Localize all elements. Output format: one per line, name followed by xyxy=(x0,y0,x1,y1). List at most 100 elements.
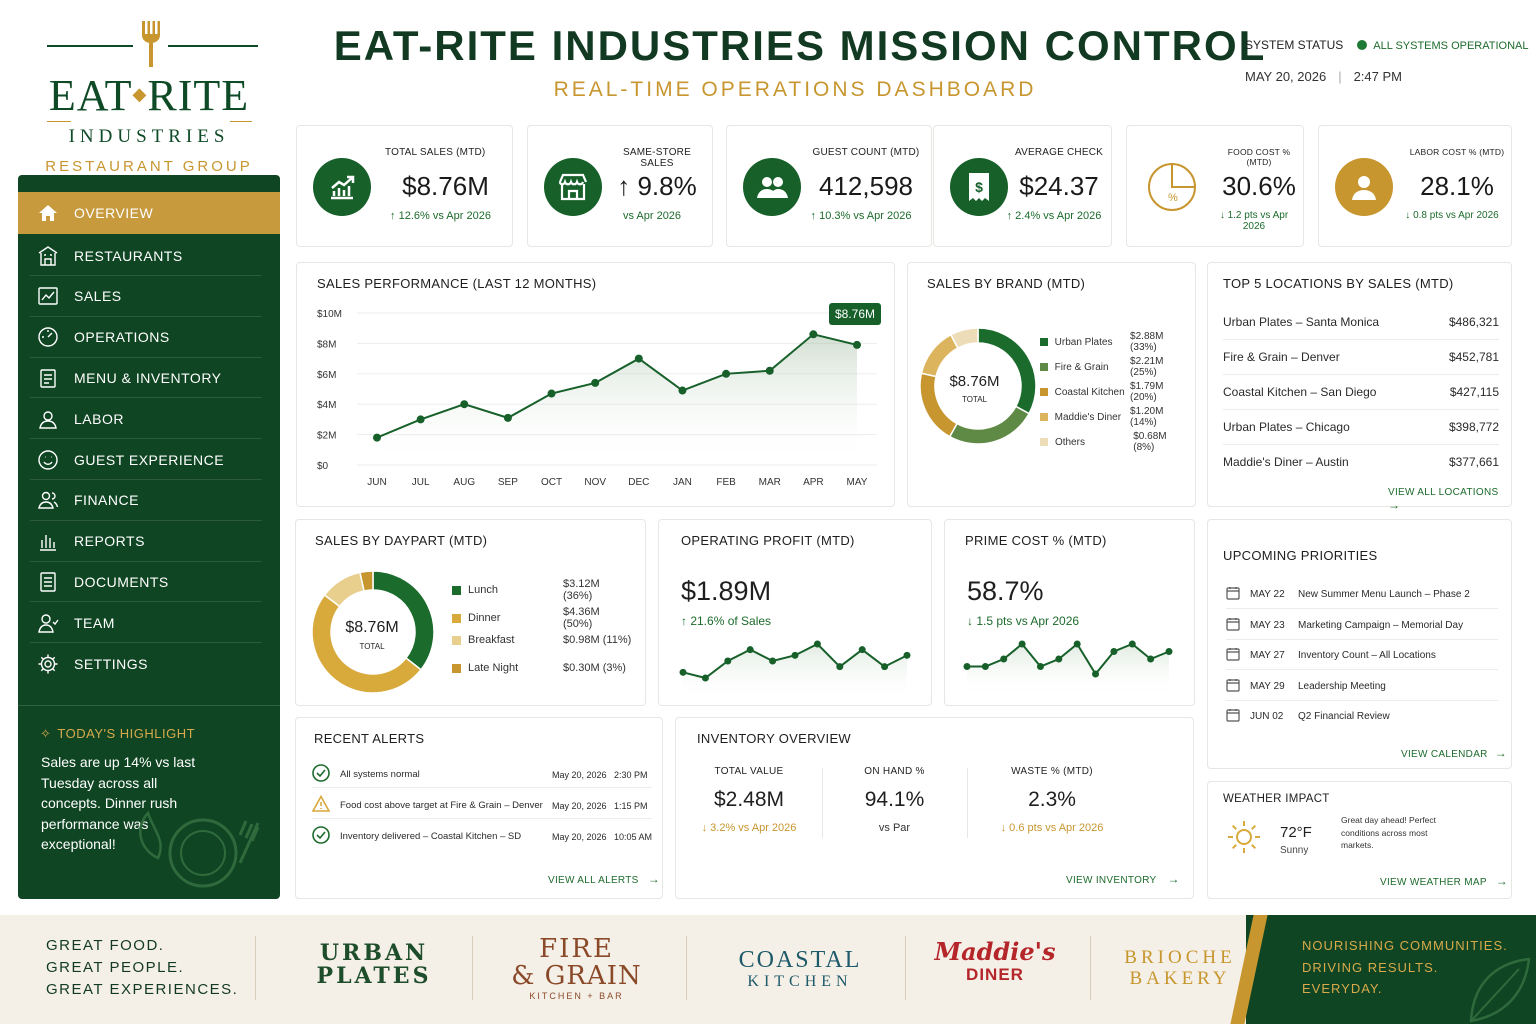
legend-value: $1.79M (20%) xyxy=(1130,381,1164,403)
brand-brioche-line1: BRIOCHE xyxy=(1124,947,1236,968)
sidebar-item-finance[interactable]: FINANCE xyxy=(18,480,280,521)
priority-date: MAY 22 xyxy=(1250,589,1285,600)
view-all-locations-link[interactable]: VIEW ALL LOCATIONS → xyxy=(1388,487,1511,512)
alerts-title: RECENT ALERTS xyxy=(314,731,425,746)
kpi-label: SAME-STORE SALES xyxy=(623,147,691,169)
y-tick-label: $8M xyxy=(317,339,336,350)
sidebar-item-sales[interactable]: SALES xyxy=(18,276,280,317)
view-calendar-link[interactable]: VIEW CALENDAR → xyxy=(1401,746,1507,760)
data-point xyxy=(722,369,731,378)
kpi-value: 412,598 xyxy=(819,171,913,201)
legend-item: Fire & Grain $2.21M (25%) xyxy=(1040,356,1190,378)
kpi-card: LABOR COST % (MTD) 28.1% ↓ 0.8 pts vs Ap… xyxy=(1318,125,1512,247)
alert-row[interactable]: Food cost above target at Fire & Grain –… xyxy=(311,794,652,816)
sparkline-point xyxy=(746,646,754,654)
sparkline-fill xyxy=(967,644,1169,698)
sales-performance-title: SALES PERFORMANCE (LAST 12 MONTHS) xyxy=(317,276,597,291)
receipt-icon: $ xyxy=(950,158,1008,216)
leaf-decor-icon xyxy=(1469,957,1531,1023)
brand-brioche-line2: BAKERY xyxy=(1129,968,1231,989)
kpi-sub: ↑ 2.4% vs Apr 2026 xyxy=(1006,210,1102,222)
check-icon xyxy=(312,826,330,847)
smile-icon xyxy=(37,449,59,471)
arrow-right-icon: → xyxy=(1167,872,1180,886)
brand-coastal-kitchen: COASTAL KITCHEN xyxy=(720,947,880,991)
sparkline-point xyxy=(1165,648,1173,655)
sidebar-item-restaurants[interactable]: RESTAURANTS xyxy=(18,235,280,276)
location-row[interactable]: Maddie's Diner – Austin $377,661 xyxy=(1223,455,1499,469)
alert-date: May 20, 2026 xyxy=(552,769,607,780)
bars-icon xyxy=(37,530,59,552)
sidebar-item-reports[interactable]: REPORTS xyxy=(18,521,280,562)
check-icon xyxy=(312,764,330,785)
kpi-label: GUEST COUNT (MTD) xyxy=(812,147,920,158)
kpi-card: % FOOD COST % (MTD) 30.6% ↓ 1.2 pts vs A… xyxy=(1126,125,1304,247)
footer-tagline: GREAT FOOD. GREAT PEOPLE. GREAT EXPERIEN… xyxy=(46,935,238,1001)
brand-donut-total: $8.76M xyxy=(949,373,1000,390)
priority-date: MAY 29 xyxy=(1250,680,1285,692)
sidebar-item-overview[interactable]: OVERVIEW xyxy=(18,192,280,234)
view-inventory-link[interactable]: VIEW INVENTORY → xyxy=(1066,872,1180,886)
sidebar-item-documents[interactable]: DOCUMENTS xyxy=(18,561,280,603)
calendar-icon xyxy=(1226,647,1240,664)
tagline-line: GREAT PEOPLE. xyxy=(46,959,185,976)
location-row[interactable]: Urban Plates – Santa Monica $486,321 xyxy=(1223,315,1499,329)
svg-text:$: $ xyxy=(975,179,983,195)
sparkline-point xyxy=(1018,640,1026,648)
clipboard-icon xyxy=(37,367,59,389)
view-all-alerts-link[interactable]: VIEW ALL ALERTS → xyxy=(548,872,660,886)
data-point xyxy=(591,378,600,387)
operating-profit-sparkline xyxy=(679,640,911,700)
inventory-metric: TOTAL VALUE $2.48M ↓ 3.2% vs Apr 2026 xyxy=(676,766,822,834)
legend-value: $3.12M (36%) xyxy=(562,578,600,602)
sidebar-item-team[interactable]: TEAM xyxy=(18,602,280,644)
legend-item: Maddie's Diner $1.20M (14%) xyxy=(1040,406,1190,428)
sparkline-point xyxy=(963,663,971,670)
guests-icon xyxy=(743,158,801,216)
sidebar-item-operations[interactable]: OPERATIONS xyxy=(18,317,280,358)
alert-row[interactable]: All systems normal May 20, 2026 2:30 PM xyxy=(312,764,652,785)
legend-value: $2.88M (33%) xyxy=(1130,331,1164,353)
legend-value: $1.20M (14%) xyxy=(1130,406,1164,428)
brand-donut-chart xyxy=(919,327,1037,445)
legend-swatch xyxy=(1040,413,1048,421)
brand-coastal-line1: COASTAL xyxy=(738,947,862,973)
calendar-icon xyxy=(1226,617,1240,634)
sparkline-point xyxy=(724,657,732,665)
kpi-sub: ↑ 12.6% vs Apr 2026 xyxy=(390,210,491,222)
prime-cost-card: PRIME COST % (MTD) 58.7% ↓ 1.5 pts vs Ap… xyxy=(944,519,1195,706)
top-locations-title: TOP 5 LOCATIONS BY SALES (MTD) xyxy=(1223,276,1454,291)
kpi-label: TOTAL SALES (MTD) xyxy=(385,147,486,158)
legend-swatch xyxy=(1040,388,1048,396)
priority-item[interactable]: JUN 02 Q2 Financial Review xyxy=(1226,708,1501,725)
sidebar-item-menu-inventory[interactable]: MENU & INVENTORY xyxy=(18,357,280,399)
x-tick-label: APR xyxy=(803,477,824,488)
location-row[interactable]: Fire & Grain – Denver $452,781 xyxy=(1223,350,1499,364)
priority-date: MAY 27 xyxy=(1250,650,1285,661)
sidebar-item-settings[interactable]: SETTINGS xyxy=(18,643,280,684)
priority-item[interactable]: MAY 23 Marketing Campaign – Memorial Day xyxy=(1226,617,1501,634)
sidebar-item-guest-experience[interactable]: GUEST EXPERIENCE xyxy=(18,439,280,480)
view-weather-map-label: VIEW WEATHER MAP xyxy=(1380,877,1487,888)
data-point xyxy=(678,386,687,395)
current-date: MAY 20, 2026 xyxy=(1245,69,1327,84)
donut-slice xyxy=(311,593,422,694)
sparkline-point xyxy=(903,651,911,659)
brand-maddie-line2: DINER xyxy=(966,965,1024,984)
priority-item[interactable]: MAY 27 Inventory Count – All Locations xyxy=(1226,647,1501,664)
view-weather-map-link[interactable]: VIEW WEATHER MAP → xyxy=(1380,874,1508,888)
data-point xyxy=(547,389,556,398)
alert-row[interactable]: Inventory delivered – Coastal Kitchen – … xyxy=(312,826,652,847)
priority-item[interactable]: MAY 22 New Summer Menu Launch – Phase 2 xyxy=(1226,586,1501,603)
priority-item[interactable]: MAY 29 Leadership Meeting xyxy=(1226,678,1501,695)
kpi-label: LABOR COST % (MTD) xyxy=(1409,147,1505,157)
sidebar-item-label: SETTINGS xyxy=(74,655,149,672)
dial-icon xyxy=(37,326,59,348)
data-point xyxy=(416,415,425,424)
kpi-sub: vs Apr 2026 xyxy=(622,210,682,222)
legend-item: Others $0.68M (8%) xyxy=(1040,431,1190,453)
location-row[interactable]: Coastal Kitchen – San Diego $427,115 xyxy=(1223,385,1499,399)
prime-cost-value: 58.7% xyxy=(967,576,1044,606)
location-row[interactable]: Urban Plates – Chicago $398,772 xyxy=(1223,420,1499,434)
sidebar-item-labor[interactable]: LABOR xyxy=(18,398,280,440)
